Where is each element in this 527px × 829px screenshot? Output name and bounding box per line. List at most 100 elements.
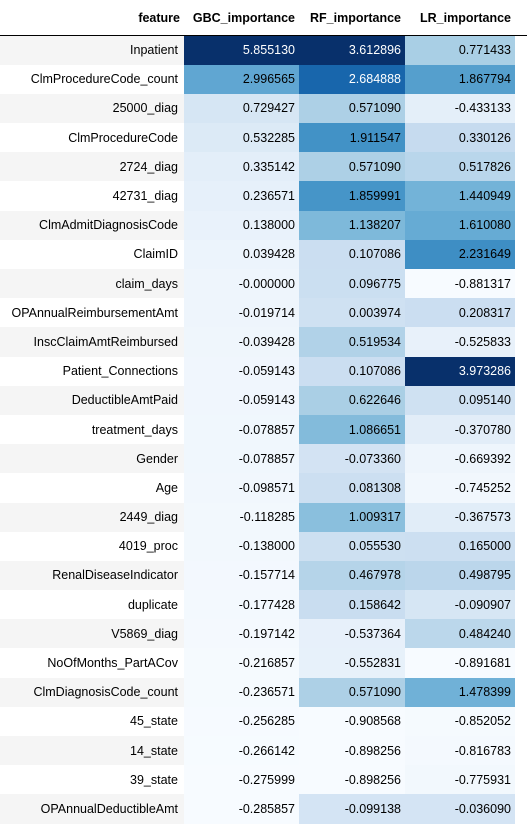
rf-importance-cell: 1.138207 [299, 210, 405, 240]
lr-importance-cell: 1.440949 [405, 181, 515, 211]
rf-importance-cell: 0.571090 [299, 152, 405, 182]
row-spacer [515, 152, 527, 181]
lr-importance-cell: 0.498795 [405, 560, 515, 591]
rf-importance-cell: 0.081308 [299, 473, 405, 503]
feature-cell: OPAnnualDeductibleAmt [0, 794, 184, 824]
rf-importance-cell: 0.519534 [299, 327, 405, 357]
table-row: Age -0.098571 0.081308 -0.745252 [0, 473, 527, 503]
feature-cell: treatment_days [0, 414, 184, 445]
lr-importance-cell: -0.433133 [405, 93, 515, 124]
row-spacer [515, 36, 527, 65]
feature-cell: Gender [0, 444, 184, 474]
lr-importance-cell: -0.775931 [405, 765, 515, 795]
rf-importance-cell: 0.622646 [299, 385, 405, 415]
row-spacer [515, 298, 527, 327]
row-spacer [515, 473, 527, 502]
gbc-importance-cell: -0.098571 [184, 473, 299, 503]
feature-cell: 39_state [0, 765, 184, 795]
row-spacer [515, 327, 527, 356]
lr-importance-cell: 0.517826 [405, 152, 515, 182]
row-spacer [515, 211, 527, 240]
lr-importance-cell: -0.881317 [405, 269, 515, 299]
gbc-importance-cell: -0.000000 [184, 269, 299, 299]
gbc-importance-cell: -0.078857 [184, 444, 299, 474]
table-row: ClmDiagnosisCode_count -0.236571 0.571090 1… [0, 677, 527, 707]
header-row: feature GBC_importance RF_importance LR_… [0, 0, 527, 36]
rf-importance-cell: -0.898256 [299, 765, 405, 795]
lr-importance-cell: -0.745252 [405, 473, 515, 503]
lr-importance-cell: -0.090907 [405, 590, 515, 620]
row-spacer [515, 590, 527, 619]
rf-importance-cell: 1.911547 [299, 123, 405, 153]
feature-cell: Patient_Connections [0, 356, 184, 386]
lr-importance-cell: 1.610080 [405, 210, 515, 240]
gbc-importance-cell: -0.157714 [184, 560, 299, 591]
gbc-importance-cell: -0.266142 [184, 736, 299, 766]
gbc-importance-cell: -0.059143 [184, 385, 299, 415]
lr-importance-cell: 1.478399 [405, 677, 515, 707]
table-row: RenalDiseaseIndicator -0.157714 0.467978 0.… [0, 560, 527, 591]
table-body: Inpatient 5.855130 3.612896 0.771433 ClmProc… [0, 35, 527, 824]
feature-cell: 4019_proc [0, 531, 184, 561]
rf-importance-cell: 0.107086 [299, 239, 405, 269]
feature-cell: claim_days [0, 269, 184, 299]
row-spacer [515, 386, 527, 415]
lr-importance-cell: -0.669392 [405, 444, 515, 474]
gbc-importance-cell: 5.855130 [184, 35, 299, 65]
lr-importance-cell: -0.370780 [405, 414, 515, 445]
row-spacer [515, 619, 527, 648]
feature-cell: 2449_diag [0, 502, 184, 532]
table-row: DeductibleAmtPaid -0.059143 0.622646 0.0951… [0, 385, 527, 415]
row-spacer [515, 357, 527, 386]
rf-importance-cell: -0.552831 [299, 648, 405, 678]
rf-importance-cell: 1.086651 [299, 414, 405, 445]
rf-importance-cell: 3.612896 [299, 35, 405, 65]
table-row: treatment_days -0.078857 1.086651 -0.370780 [0, 414, 527, 445]
feature-cell: NoOfMonths_PartACov [0, 648, 184, 678]
feature-cell: 14_state [0, 736, 184, 766]
feature-cell: 45_state [0, 706, 184, 736]
gbc-importance-cell: 0.729427 [184, 93, 299, 124]
gbc-importance-cell: 2.996565 [184, 64, 299, 94]
gbc-importance-cell: 0.335142 [184, 152, 299, 182]
row-spacer [515, 94, 527, 123]
lr-importance-cell: -0.816783 [405, 736, 515, 766]
gbc-importance-cell: -0.019714 [184, 298, 299, 328]
lr-importance-cell: 2.231649 [405, 239, 515, 269]
table-row: Inpatient 5.855130 3.612896 0.771433 [0, 35, 527, 65]
lr-importance-cell: -0.036090 [405, 794, 515, 824]
rf-importance-cell: 2.684888 [299, 64, 405, 94]
rf-importance-cell: 0.571090 [299, 93, 405, 124]
rf-importance-cell: -0.898256 [299, 736, 405, 766]
row-spacer [515, 503, 527, 532]
table-row: claim_days -0.000000 0.096775 -0.881317 [0, 269, 527, 299]
table-row: OPAnnualDeductibleAmt -0.285857 -0.099138-… [0, 794, 527, 824]
feature-cell: DeductibleAmtPaid [0, 385, 184, 415]
header-feature: feature [0, 0, 184, 36]
feature-cell: ClmProcedureCode_count [0, 64, 184, 94]
row-spacer [515, 123, 527, 152]
gbc-importance-cell: -0.236571 [184, 677, 299, 707]
row-spacer [515, 65, 527, 94]
gbc-importance-cell: -0.138000 [184, 531, 299, 561]
row-spacer [515, 181, 527, 210]
gbc-importance-cell: -0.216857 [184, 648, 299, 678]
table-row: 39_state -0.275999 -0.898256 -0.775931 [0, 765, 527, 795]
rf-importance-cell: -0.537364 [299, 619, 405, 649]
gbc-importance-cell: -0.039428 [184, 327, 299, 357]
rf-importance-cell: 0.158642 [299, 590, 405, 620]
table-row: 2724_diag 0.335142 0.571090 0.517826 [0, 152, 527, 182]
lr-importance-cell: 3.973286 [405, 356, 515, 386]
header-spacer [515, 0, 527, 36]
gbc-importance-cell: 0.236571 [184, 181, 299, 211]
gbc-importance-cell: -0.275999 [184, 765, 299, 795]
feature-cell: Inpatient [0, 35, 184, 65]
feature-cell: 2724_diag [0, 152, 184, 182]
feature-cell: Age [0, 473, 184, 503]
lr-importance-cell: 1.867794 [405, 64, 515, 94]
feature-cell: ClaimID [0, 239, 184, 269]
feature-cell: ClmAdmitDiagnosisCode [0, 210, 184, 240]
feature-cell: OPAnnualReimbursementAmt [0, 298, 184, 328]
rf-importance-cell: 0.107086 [299, 356, 405, 386]
